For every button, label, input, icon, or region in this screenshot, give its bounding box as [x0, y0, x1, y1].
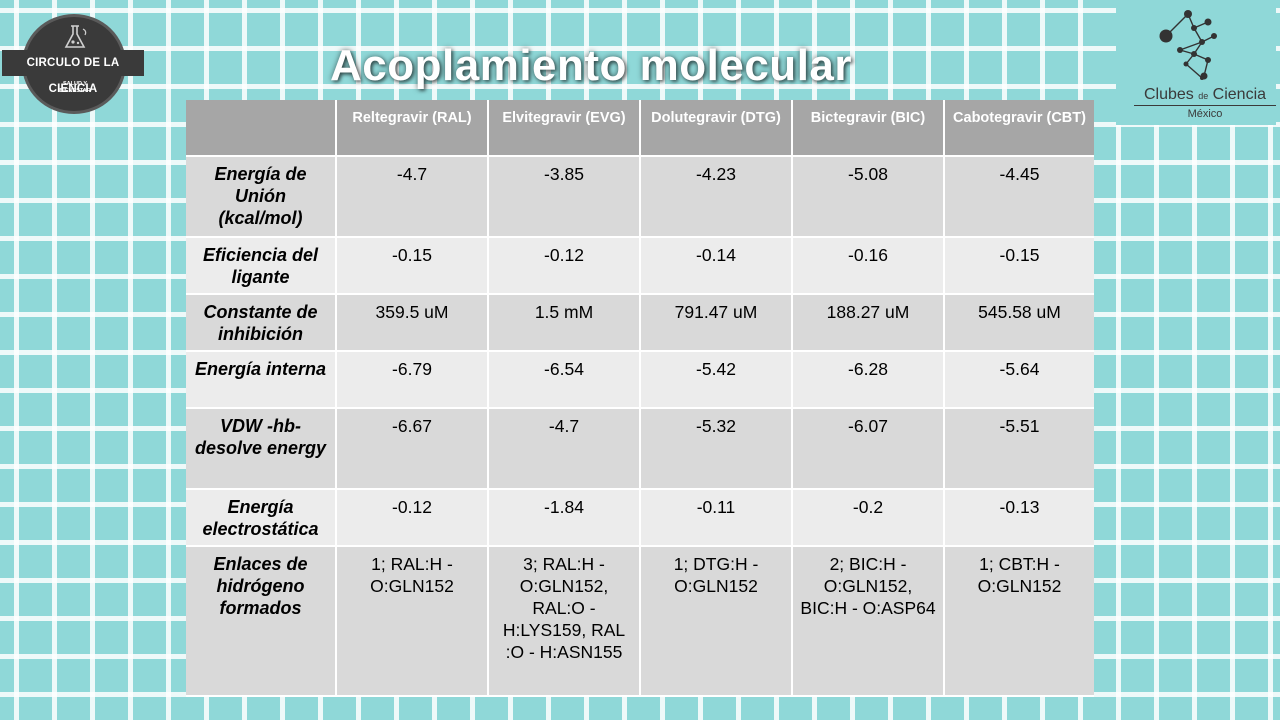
row-label: Enlaces de hidrógeno formados: [186, 545, 337, 698]
table-cell: -3.85: [488, 156, 641, 239]
clubes-ciencia-name: Clubes de Ciencia: [1134, 86, 1276, 106]
table-cell: -0.2: [792, 488, 945, 547]
table-cell: -0.11: [640, 488, 793, 547]
slide-title: Acoplamiento molecular: [330, 41, 853, 90]
table-row: Enlaces de hidrógeno formados 1; RAL:H -…: [186, 545, 1094, 698]
column-header-dtg: Dolutegravir (DTG): [640, 100, 793, 157]
column-header-cbt: Cabotegravir (CBT): [944, 100, 1094, 157]
docking-results-table: Reltegravir (RAL) Elvitegravir (EVG) Dol…: [186, 100, 1094, 698]
table-cell: 545.58 uM: [944, 294, 1094, 353]
row-label: Energía electrostática: [186, 488, 337, 547]
table-cell: -4.7: [336, 156, 489, 239]
table-cell: -0.15: [336, 237, 489, 296]
table-cell: 1; DTG:H - O:GLN152: [640, 545, 793, 698]
table-cell: 359.5 uM: [336, 294, 489, 353]
row-label: Energía interna: [186, 351, 337, 410]
clubes-ciencia-logo: Clubes de Ciencia México: [1116, 0, 1276, 125]
column-header-ral: Reltegravir (RAL): [336, 100, 489, 157]
table-cell: -0.12: [488, 237, 641, 296]
table-cell: 2; BIC:H - O:GLN152, BIC:H - O:ASP64: [792, 545, 945, 698]
table-cell: -6.28: [792, 351, 945, 410]
row-label: Eficiencia del ligante: [186, 237, 337, 296]
column-header-bic: Bictegravir (BIC): [792, 100, 945, 157]
table-cell: -4.45: [944, 156, 1094, 239]
table-cell: -6.07: [792, 408, 945, 490]
table-cell: -0.14: [640, 237, 793, 296]
table-cell: -6.67: [336, 408, 489, 490]
circulo-ciencia-logo-text: CIRCULO DE LA CIENCIA: [2, 50, 144, 95]
table-cell: -6.54: [488, 351, 641, 410]
table-row: Energía electrostática -0.12 -1.84 -0.11…: [186, 488, 1094, 547]
molecule-network-icon: [1159, 10, 1217, 80]
table-cell: 1; CBT:H - O:GLN152: [944, 545, 1094, 698]
table-row: Energía de Unión (kcal/mol) -4.7 -3.85 -…: [186, 156, 1094, 239]
table-cell: -1.84: [488, 488, 641, 547]
column-header-evg: Elvitegravir (EVG): [488, 100, 641, 157]
row-label: Constante de inhibición: [186, 294, 337, 353]
table-cell: -4.7: [488, 408, 641, 490]
column-header: [186, 100, 337, 157]
table-cell: 1.5 mM: [488, 294, 641, 353]
table-cell: 1; RAL:H - O:GLN152: [336, 545, 489, 698]
table-cell: -0.16: [792, 237, 945, 296]
table-cell: 188.27 uM: [792, 294, 945, 353]
table-cell: -0.15: [944, 237, 1094, 296]
table-cell: -4.23: [640, 156, 793, 239]
table-row: Eficiencia del ligante -0.15 -0.12 -0.14…: [186, 237, 1094, 296]
table-cell: 3; RAL:H - O:GLN152, RAL:O - H:LYS159, R…: [488, 545, 641, 698]
table-cell: -5.42: [640, 351, 793, 410]
circulo-ciencia-logo-subtext: SALUD Y BIENESTAR: [59, 81, 91, 94]
row-label: VDW -hb-desolve energy: [186, 408, 337, 490]
clubes-ciencia-country: México: [1187, 108, 1223, 120]
table-cell: -0.12: [336, 488, 489, 547]
table-row: Energía interna -6.79 -6.54 -5.42 -6.28 …: [186, 351, 1094, 410]
table-cell: -6.79: [336, 351, 489, 410]
table-cell: -5.64: [944, 351, 1094, 410]
table-row: VDW -hb-desolve energy -6.67 -4.7 -5.32 …: [186, 408, 1094, 490]
flask-icon: [64, 25, 87, 48]
table-cell: -5.32: [640, 408, 793, 490]
table-header-row: Reltegravir (RAL) Elvitegravir (EVG) Dol…: [186, 100, 1094, 157]
table-cell: -5.51: [944, 408, 1094, 490]
table-cell: -5.08: [792, 156, 945, 239]
table-cell: 791.47 uM: [640, 294, 793, 353]
table-row: Constante de inhibición 359.5 uM 1.5 mM …: [186, 294, 1094, 353]
row-label: Energía de Unión (kcal/mol): [186, 156, 337, 239]
table-cell: -0.13: [944, 488, 1094, 547]
